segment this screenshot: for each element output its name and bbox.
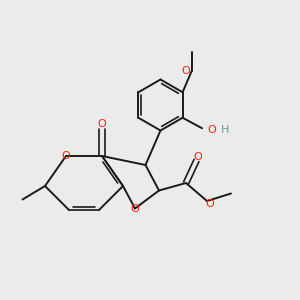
Text: O: O bbox=[194, 152, 202, 163]
Text: O: O bbox=[61, 151, 70, 161]
Text: O: O bbox=[208, 125, 216, 135]
Text: O: O bbox=[98, 119, 106, 130]
Text: O: O bbox=[182, 66, 190, 76]
Text: O: O bbox=[206, 199, 214, 209]
Text: H: H bbox=[221, 125, 229, 135]
Text: O: O bbox=[130, 203, 140, 214]
